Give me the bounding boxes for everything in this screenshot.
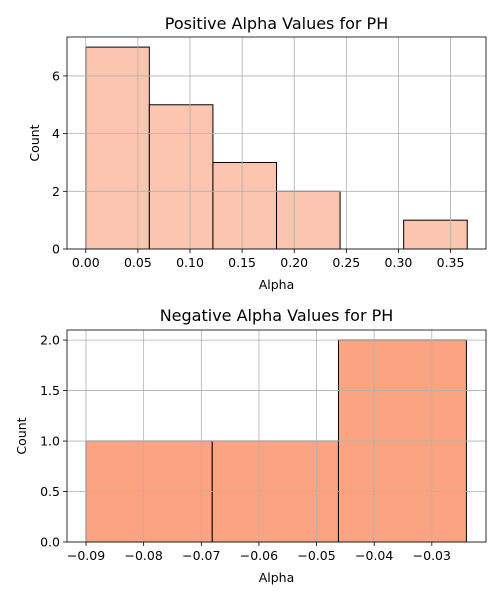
x-tick-label: −0.09 xyxy=(67,548,105,563)
histogram-bar xyxy=(276,190,341,250)
x-tick-label: −0.03 xyxy=(413,548,451,563)
y-tick-label: 1.0 xyxy=(40,434,60,449)
y-tick-label: 6 xyxy=(52,68,60,83)
y-tick-label: 0 xyxy=(52,242,60,257)
x-tick-label: −0.07 xyxy=(182,548,220,563)
x-tick-label: −0.05 xyxy=(297,548,335,563)
y-tick-label: 0.5 xyxy=(40,484,60,499)
chart-title: Positive Alpha Values for PH xyxy=(165,14,388,33)
axes-frame xyxy=(66,329,487,543)
x-tick-label: 0.35 xyxy=(437,255,465,270)
y-axis-label: Count xyxy=(14,417,29,454)
x-tick-label: 0.30 xyxy=(385,255,413,270)
histogram-bar xyxy=(212,161,277,250)
axes-frame xyxy=(66,36,487,250)
x-tick-label: −0.08 xyxy=(124,548,162,563)
chart-2: −0.09 −0.08 −0.07 −0.06 −0.05 −0.04 −0.03 0.0 0.… xyxy=(14,306,487,585)
x-tick-label: −0.04 xyxy=(355,548,393,563)
y-axis-label: Count xyxy=(27,124,42,161)
x-tick-label: 0.15 xyxy=(228,255,256,270)
x-tick-label: −0.06 xyxy=(240,548,278,563)
x-tick-label: 0.10 xyxy=(176,255,204,270)
x-axis-label: Alpha xyxy=(259,570,295,585)
histogram-bar xyxy=(85,46,150,250)
y-tick-label: 2 xyxy=(52,184,60,199)
x-tick-label: 0.25 xyxy=(332,255,360,270)
y-tick-label: 1.5 xyxy=(40,383,60,398)
x-tick-label: 0.20 xyxy=(280,255,308,270)
histogram-bar xyxy=(148,104,214,250)
x-tick-label: 0.05 xyxy=(124,255,152,270)
x-axis-label: Alpha xyxy=(259,277,295,292)
y-tick-label: 2.0 xyxy=(40,333,60,348)
chart-title: Negative Alpha Values for PH xyxy=(160,306,394,325)
chart-1: 0.00 0.05 0.10 0.15 0.20 0.25 0.30 0.35 0 2 4 6 Posi… xyxy=(27,14,487,292)
y-tick-label: 4 xyxy=(52,126,60,141)
histogram-bar xyxy=(403,219,468,250)
x-tick-label: 0.00 xyxy=(72,255,100,270)
y-tick-label: 0.0 xyxy=(40,535,60,550)
